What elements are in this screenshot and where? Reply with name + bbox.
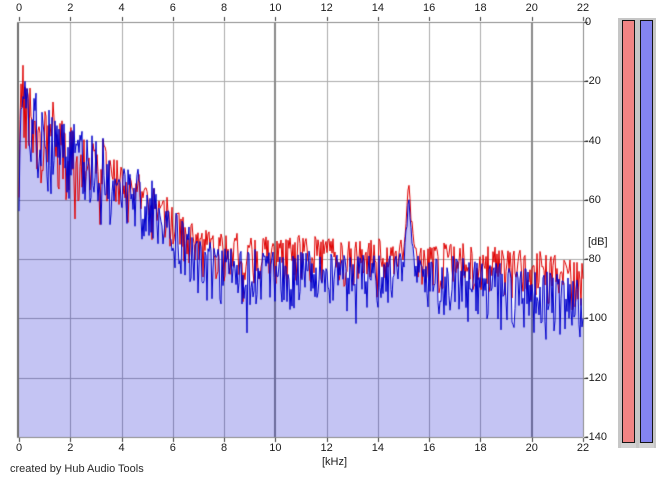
x-axis-unit-label: [kHz] [322, 456, 348, 468]
x-axis-tick-label-top-6: 6 [169, 2, 176, 14]
meter-foot-left [621, 443, 636, 448]
x-axis-tick-label-top-10: 10 [269, 2, 282, 14]
x-axis-tick-label-bottom-16: 16 [423, 442, 436, 454]
x-axis-tick-label-bottom-12: 12 [320, 442, 333, 454]
level-meter-left[interactable] [622, 20, 635, 443]
level-meter-right[interactable] [640, 20, 653, 443]
level-meter-panel [618, 18, 656, 448]
x-axis-tick-label-bottom-14: 14 [371, 442, 385, 454]
y-axis-tick-label--20: -20 [585, 75, 601, 88]
x-axis-tick-label-bottom-4: 4 [118, 442, 125, 454]
y-axis-tick-label--60: -60 [585, 193, 601, 206]
y-axis-tick-label-0: 0 [585, 16, 592, 28]
x-axis-tick-label-bottom-22: 22 [576, 442, 590, 454]
x-axis-tick-label-top-4: 4 [118, 2, 125, 14]
x-axis-tick-label-top-8: 8 [221, 2, 228, 14]
x-axis-tick-label-top-20: 20 [525, 2, 538, 14]
y-axis-tick-label--40: -40 [585, 134, 601, 147]
x-axis-tick-label-top-0: 0 [15, 2, 23, 14]
x-axis-tick-label-bottom-6: 6 [169, 442, 176, 454]
x-axis-tick-label-top-16: 16 [423, 2, 436, 14]
x-axis-tick-label-bottom-8: 8 [221, 442, 228, 454]
x-axis-tick-label-top-12: 12 [320, 2, 333, 14]
y-axis-tick-label--140: -140 [585, 431, 608, 443]
x-axis-tick-label-top-14: 14 [371, 2, 385, 14]
x-axis-tick-label-top-22: 22 [576, 2, 590, 14]
y-axis-tick-label--100: -100 [585, 312, 608, 325]
meter-foot-right [639, 443, 654, 448]
credit-text: created by Hub Audio Tools [10, 463, 144, 475]
x-axis-tick-label-top-18: 18 [474, 2, 487, 14]
y-axis-tick-label--80: -80 [585, 253, 601, 266]
y-axis-unit-label: [dB] [588, 236, 608, 248]
y-axis-tick-label--120: -120 [585, 371, 608, 384]
x-axis-tick-label-bottom-2: 2 [67, 442, 74, 454]
x-axis-tick-label-bottom-0: 0 [15, 442, 23, 454]
x-axis-tick-label-bottom-20: 20 [525, 442, 538, 454]
x-axis-tick-label-top-2: 2 [67, 2, 74, 14]
x-axis-tick-label-bottom-10: 10 [269, 442, 282, 454]
x-axis-tick-label-bottom-18: 18 [474, 442, 487, 454]
